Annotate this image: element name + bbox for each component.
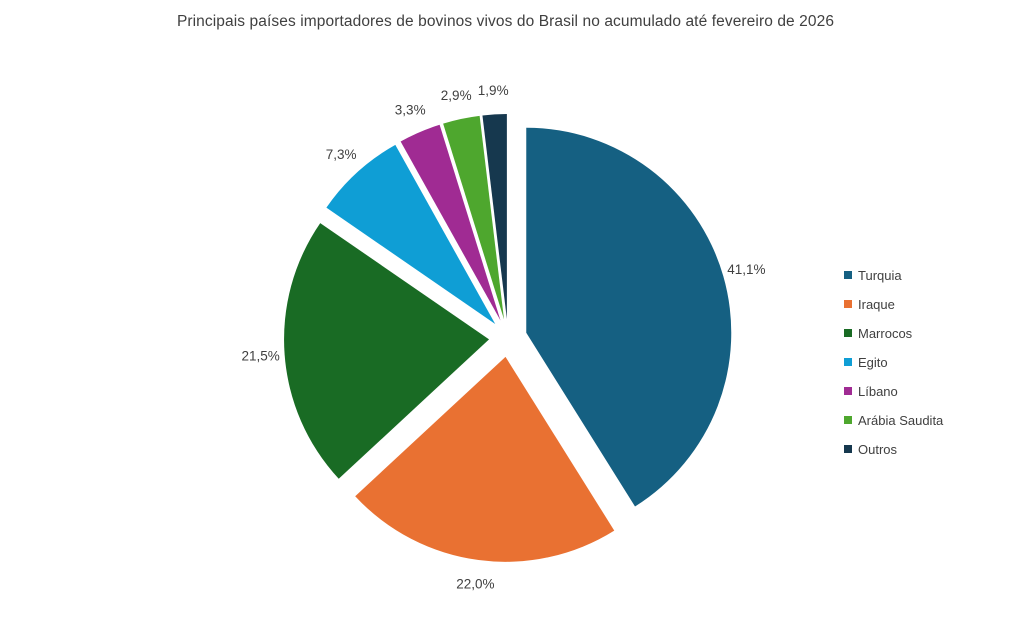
- slice-label-egito: 7,3%: [326, 147, 357, 162]
- legend-swatch-icon: [844, 300, 852, 308]
- legend-label: Iraque: [858, 296, 895, 312]
- legend-label: Marrocos: [858, 325, 913, 341]
- chart-title: Principais países importadores de bovino…: [176, 13, 835, 30]
- legend-label: Egito: [858, 354, 888, 370]
- legend-swatch-icon: [844, 358, 852, 366]
- legend-label: Líbano: [858, 383, 898, 399]
- pie-slice-outros: [482, 114, 507, 320]
- legend-item-libano: Líbano: [844, 383, 943, 399]
- pie-slice-arabia-saudita: [443, 115, 505, 320]
- legend-item-iraque: Iraque: [844, 296, 943, 312]
- legend-label: Turquia: [858, 267, 902, 283]
- chart-legend: Turquia Iraque Marrocos Egito Líbano Arábia S…: [844, 267, 943, 457]
- legend-swatch-icon: [844, 387, 852, 395]
- legend-swatch-icon: [844, 445, 852, 453]
- legend-item-outros: Outros: [844, 441, 943, 457]
- legend-swatch-icon: [844, 271, 852, 279]
- slice-label-arabia-saudita: 2,9%: [441, 88, 472, 103]
- pie-slice-turquia: [526, 127, 732, 507]
- pie-slice-libano: [400, 124, 501, 321]
- pie-slice-egito: [326, 144, 496, 324]
- legend-swatch-icon: [844, 329, 852, 337]
- legend-item-marrocos: Marrocos: [844, 325, 943, 341]
- legend-item-turquia: Turquia: [844, 267, 943, 283]
- pie-slice-iraque: [355, 356, 615, 562]
- pie-slice-marrocos: [284, 223, 490, 479]
- slice-label-libano: 3,3%: [395, 103, 426, 118]
- slice-label-marrocos: 21,5%: [241, 348, 279, 363]
- slice-label-iraque: 22,0%: [456, 576, 494, 591]
- legend-swatch-icon: [844, 416, 852, 424]
- legend-label: Arábia Saudita: [858, 412, 944, 428]
- slice-label-outros: 1,9%: [478, 83, 509, 98]
- legend-label: Outros: [858, 441, 898, 457]
- legend-item-arabia-saudita: Arábia Saudita: [844, 412, 943, 428]
- slice-label-turquia: 41,1%: [727, 262, 765, 277]
- legend-item-egito: Egito: [844, 354, 943, 370]
